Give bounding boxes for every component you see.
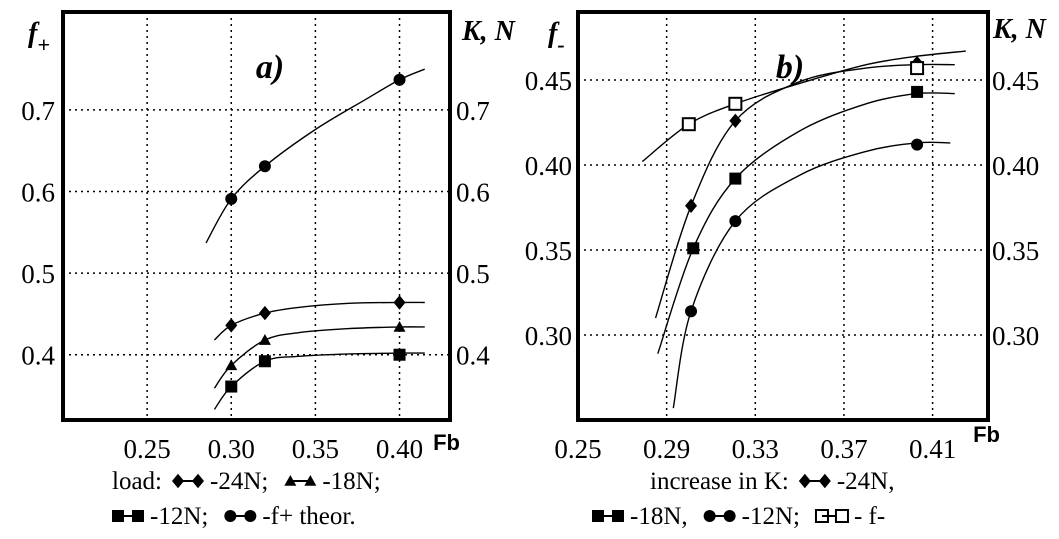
data-point <box>729 215 742 228</box>
y-axis-label-main: f <box>28 18 40 49</box>
y-tick-label-left: 0.40 <box>525 151 572 181</box>
panel-b: 0.25 0.29 0.33 0.37 0.41 0.30 0.30 0.35 0.35 0.40… <box>525 10 1048 530</box>
y-tick-label-right: 0.5 <box>456 259 490 289</box>
data-point <box>393 348 406 361</box>
y-axis-label-main: f <box>548 18 560 49</box>
x-tick-label: 0.30 <box>208 434 255 464</box>
y-tick-label-left: 0.5 <box>21 259 55 289</box>
legend-marker <box>304 475 317 486</box>
y-tick-label-right: 0.4 <box>456 341 490 371</box>
y-axis-label-right: K, N <box>992 14 1048 45</box>
legend-prefix: increase in K: <box>650 468 789 495</box>
x-tick-label: 0.35 <box>292 434 339 464</box>
data-point <box>225 318 238 333</box>
x-tick-label: 0.37 <box>820 434 867 464</box>
series-curve <box>213 301 425 341</box>
legend-marker <box>244 510 257 522</box>
data-point <box>393 73 406 86</box>
data-point <box>911 85 924 98</box>
x-axis-label: Fb <box>973 422 1000 447</box>
data-point <box>258 160 271 173</box>
legend-prefix: load: <box>112 468 162 495</box>
legend-label: - f- <box>854 503 885 530</box>
y-tick-label-left: 0.7 <box>21 96 55 126</box>
y-tick-label-right: 0.45 <box>992 66 1039 96</box>
data-point <box>258 305 271 321</box>
legend-label: -f+ theor. <box>262 503 355 530</box>
legend-label: -24N; <box>210 468 268 495</box>
legend-marker <box>723 510 736 522</box>
x-tick-label: 0.41 <box>909 434 956 464</box>
x-tick-label: 0.29 <box>643 434 690 464</box>
x-tick-label: 0.40 <box>376 434 423 464</box>
y-axis-label-sub: + <box>37 32 50 57</box>
legend-marker <box>192 473 204 489</box>
data-point <box>729 172 742 185</box>
legend-marker <box>834 509 849 523</box>
y-tick-label-right: 0.30 <box>992 321 1039 351</box>
data-point <box>911 138 924 151</box>
y-tick-label-left: 0.35 <box>525 236 572 266</box>
legend-marker <box>818 473 831 489</box>
data-point <box>687 242 700 255</box>
legend-marker <box>132 510 144 522</box>
x-tick-label: 0.25 <box>124 434 171 464</box>
data-point <box>728 96 743 111</box>
panel-label: b) <box>776 49 804 86</box>
legend-label: -24N, <box>837 468 895 495</box>
y-axis-label-sub: - <box>557 32 564 57</box>
data-point <box>225 380 238 393</box>
y-tick-label-left: 0.30 <box>525 321 572 351</box>
data-point <box>685 198 698 213</box>
data-point <box>729 113 742 128</box>
x-tick-label: 0.33 <box>732 434 779 464</box>
data-point <box>685 305 698 318</box>
data-point <box>225 359 238 371</box>
data-point <box>681 117 696 132</box>
panel-label: a) <box>256 49 284 86</box>
series-curve <box>213 352 425 410</box>
data-point <box>393 320 406 332</box>
y-tick-label-left: 0.6 <box>21 178 55 208</box>
series-curve <box>654 63 955 319</box>
series-curve <box>213 326 425 389</box>
data-point <box>910 61 925 76</box>
legend-marker <box>612 510 624 522</box>
data-point <box>393 295 406 310</box>
legend-label: -12N; <box>150 503 208 530</box>
x-tick-label: 0.25 <box>554 434 601 464</box>
data-point <box>225 192 238 205</box>
y-tick-label-right: 0.6 <box>456 178 490 208</box>
series-curve <box>672 141 951 409</box>
y-axis-label-left: f+ <box>28 18 50 57</box>
data-point <box>258 334 271 345</box>
y-tick-label-right: 0.7 <box>456 96 490 126</box>
legend-label: -18N; <box>322 468 380 495</box>
legend-label: -12N; <box>742 503 800 530</box>
series-curve <box>657 92 955 354</box>
y-axis-label-right: K, N <box>461 16 517 47</box>
y-tick-label-right: 0.40 <box>992 151 1039 181</box>
panel-a: 0.25 0.30 0.35 0.40 0.4 0.4 0.5 0.5 0.6 0.6 0.7 0.7… <box>21 10 517 530</box>
y-tick-label-right: 0.35 <box>992 236 1039 266</box>
plot-frame <box>61 10 452 422</box>
y-axis-label-left: f- <box>548 18 565 57</box>
plot-frame <box>576 10 990 422</box>
y-tick-label-left: 0.4 <box>21 341 55 371</box>
y-tick-label-left: 0.45 <box>525 66 572 96</box>
data-point <box>258 355 271 368</box>
x-axis-label: Fb <box>433 430 460 455</box>
legend-label: -18N, <box>630 503 688 530</box>
